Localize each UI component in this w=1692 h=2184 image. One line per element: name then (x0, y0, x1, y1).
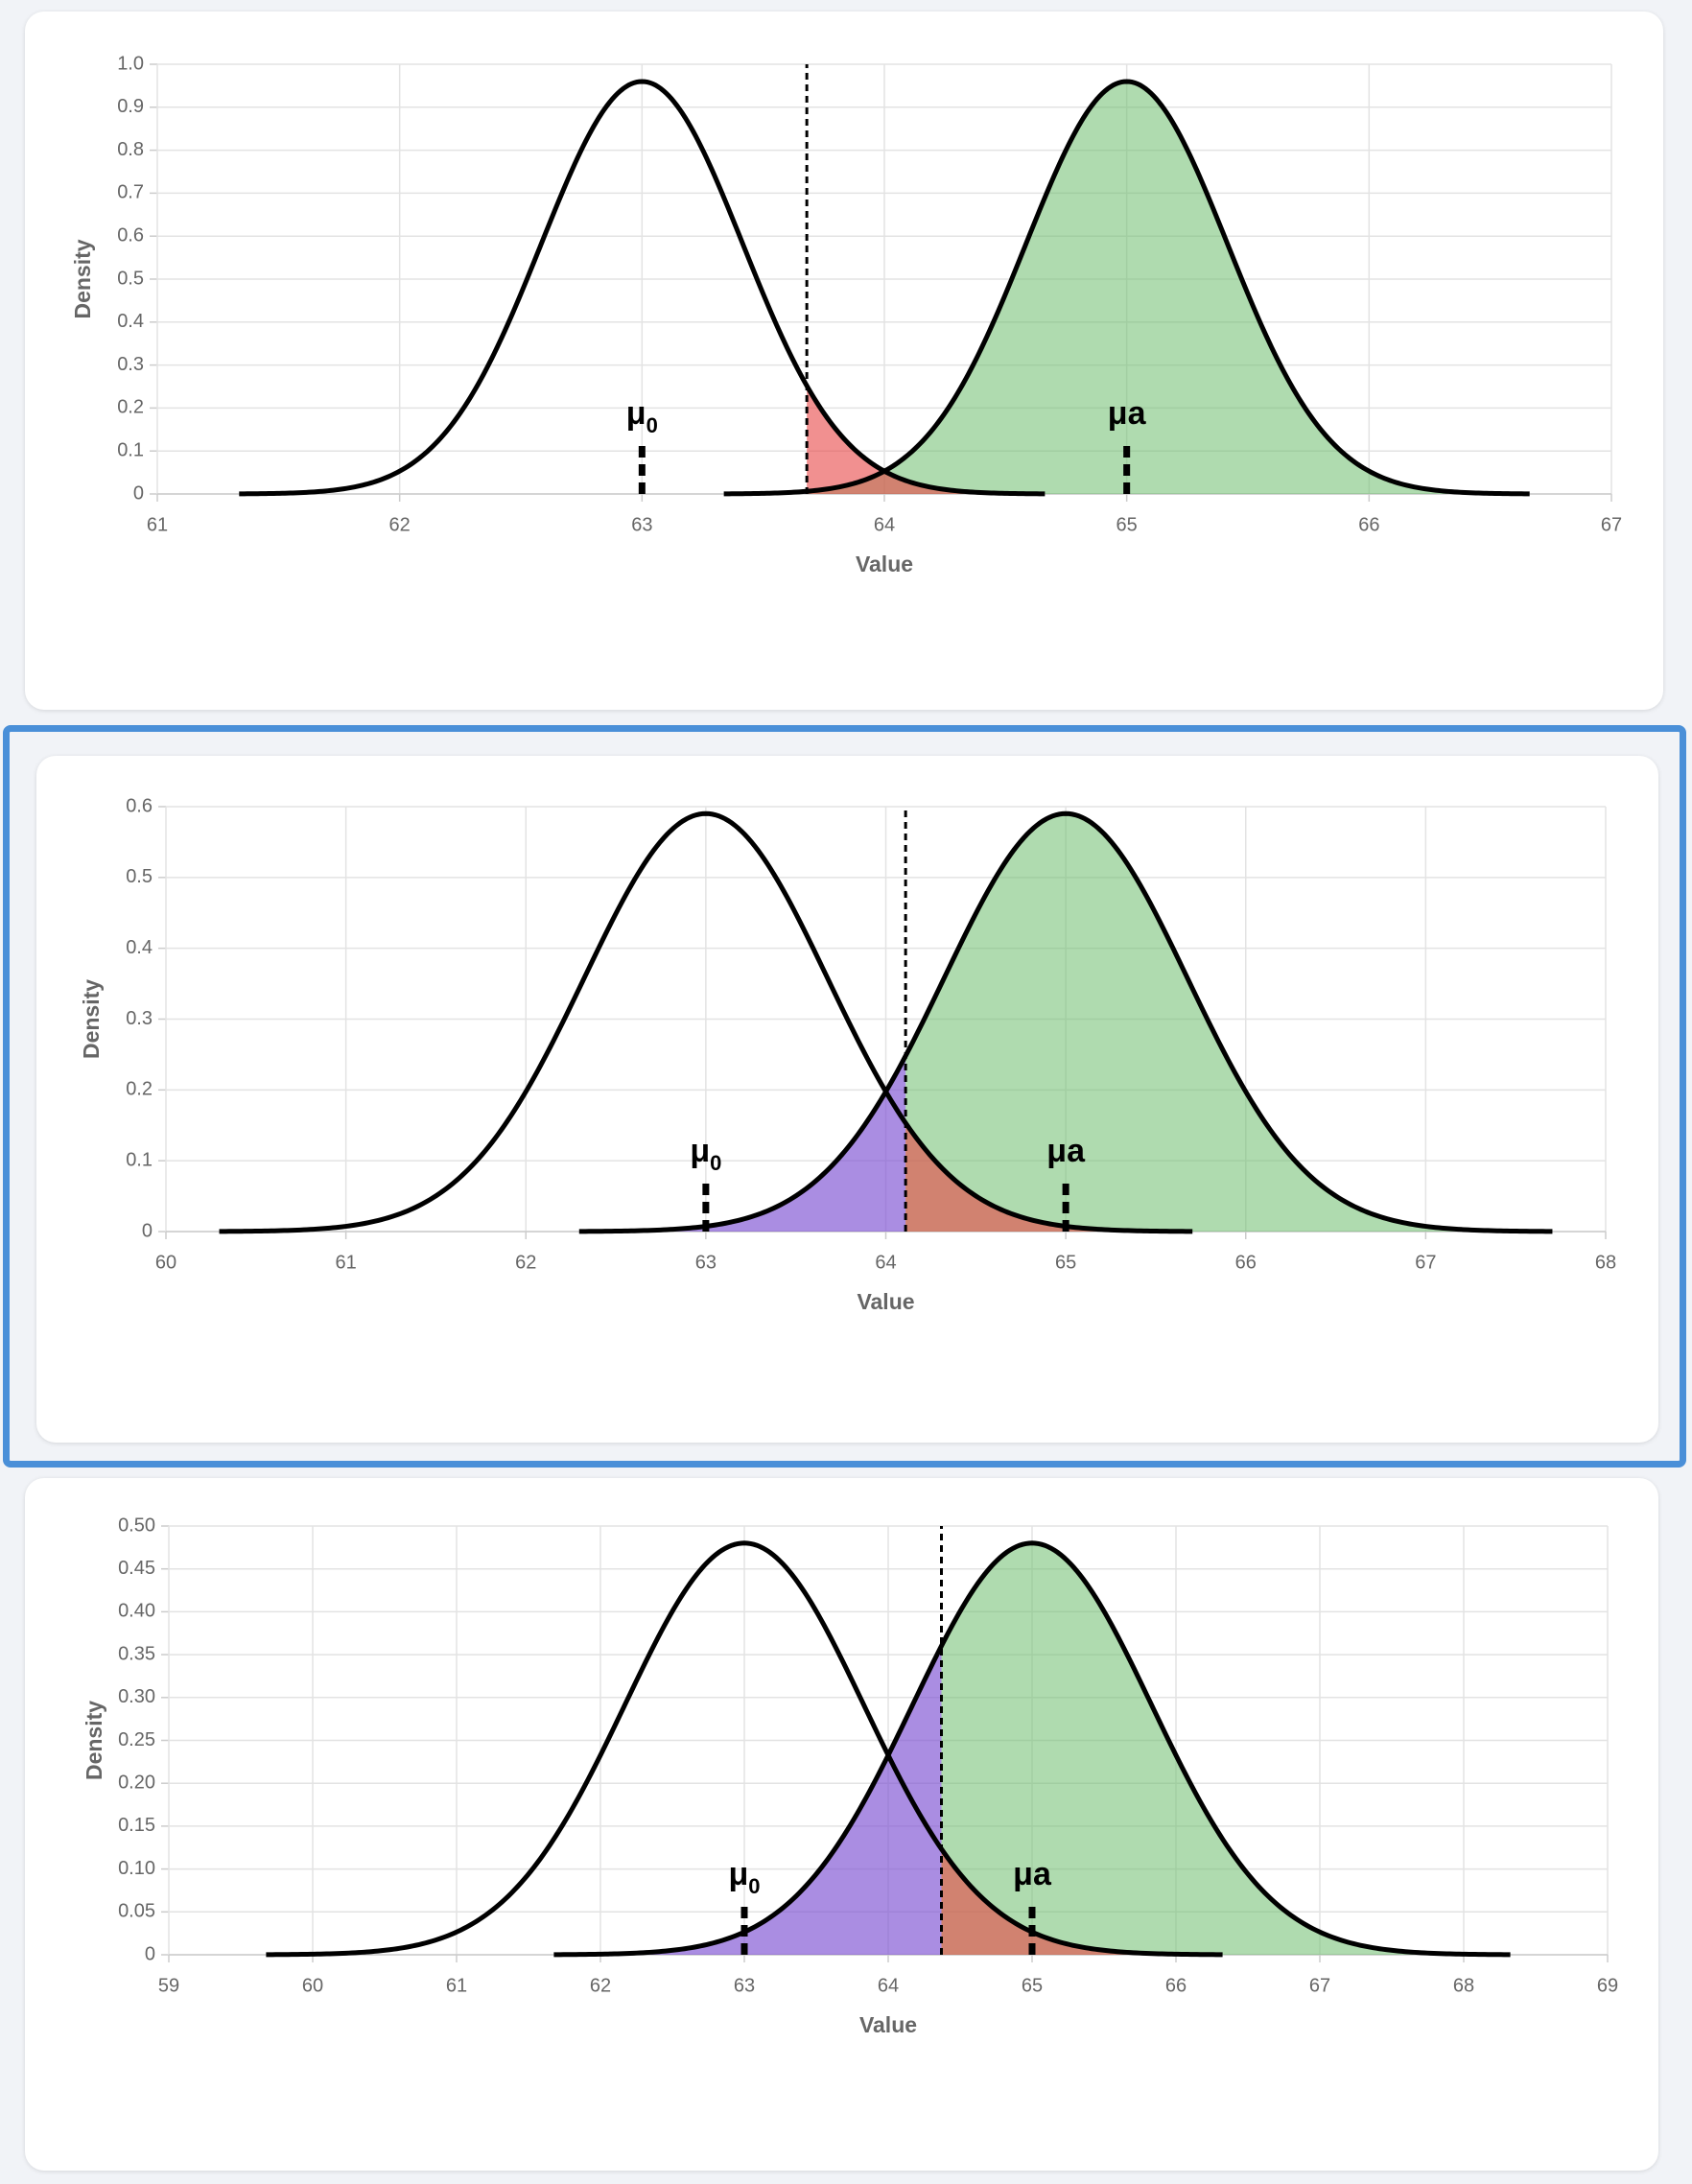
x-tick-label: 67 (1601, 514, 1622, 535)
x-tick-label: 69 (1597, 1975, 1618, 1996)
mean-label: μa (1046, 1133, 1086, 1169)
power-area (807, 82, 1530, 494)
density-curve (553, 1540, 1511, 1958)
y-axis-title: Density (79, 979, 104, 1059)
y-tick-label: 0.30 (118, 1686, 155, 1707)
x-tick-label: 62 (389, 514, 411, 535)
density-curve (266, 1540, 1223, 1958)
y-tick-label: 0 (133, 482, 144, 504)
selection-frame (3, 725, 1686, 1468)
beta-area (553, 1646, 942, 1955)
x-axis-title: Value (859, 2012, 917, 2037)
x-tick-label: 61 (336, 1252, 357, 1273)
y-tick-label: 0.4 (126, 937, 153, 958)
mean-label: μa (1108, 395, 1147, 432)
density-curve (723, 79, 1530, 497)
y-tick-label: 0.2 (117, 397, 144, 418)
y-tick-label: 0.05 (118, 1901, 155, 1922)
y-tick-label: 0.8 (117, 139, 144, 160)
x-tick-label: 61 (147, 514, 168, 535)
x-tick-label: 65 (1055, 1252, 1076, 1273)
y-tick-label: 0.3 (126, 1008, 153, 1029)
y-tick-label: 0.20 (118, 1772, 155, 1793)
mean-subscript: 0 (710, 1151, 721, 1175)
x-axis-title: Value (857, 1289, 914, 1314)
y-tick-label: 0.2 (126, 1079, 153, 1100)
x-tick-label: 63 (631, 514, 652, 535)
x-tick-label: 65 (1022, 1975, 1043, 1996)
y-tick-label: 0.3 (117, 354, 144, 375)
x-tick-label: 64 (874, 514, 895, 535)
x-tick-label: 68 (1595, 1252, 1616, 1273)
x-tick-label: 64 (878, 1975, 899, 1996)
y-tick-label: 0.15 (118, 1815, 155, 1836)
mean-symbol: μa (1046, 1133, 1086, 1169)
mean-label: μ0 (690, 1133, 721, 1175)
mean-symbol: μ (626, 395, 646, 432)
chart-card (25, 1478, 1658, 2171)
chart-card (25, 12, 1663, 710)
x-tick-label: 59 (158, 1975, 179, 1996)
y-tick-label: 1.0 (117, 53, 144, 74)
density-curve (578, 810, 1553, 1234)
power-area (905, 813, 1553, 1232)
mean-label: μ0 (728, 1856, 760, 1898)
y-tick-label: 0.7 (117, 182, 144, 203)
y-tick-label: 0.9 (117, 96, 144, 117)
y-axis-title: Density (82, 1701, 106, 1780)
power-area (941, 1542, 1511, 1955)
alpha-area (905, 1122, 1193, 1232)
x-tick-label: 66 (1235, 1252, 1257, 1273)
y-tick-label: 0.25 (118, 1729, 155, 1750)
mean-label: μa (1013, 1856, 1052, 1892)
y-tick-label: 0.4 (117, 311, 144, 332)
y-tick-label: 0.40 (118, 1601, 155, 1622)
y-tick-label: 0.35 (118, 1643, 155, 1664)
y-tick-label: 0.45 (118, 1558, 155, 1579)
mean-symbol: μa (1013, 1856, 1052, 1892)
y-tick-label: 0.1 (117, 439, 144, 460)
y-tick-label: 0.6 (126, 795, 153, 816)
y-tick-label: 0 (145, 1943, 155, 1964)
beta-area (578, 1055, 906, 1232)
x-tick-label: 64 (875, 1252, 896, 1273)
x-axis-title: Value (856, 552, 913, 576)
x-tick-label: 62 (590, 1975, 611, 1996)
x-tick-label: 68 (1453, 1975, 1474, 1996)
x-tick-label: 63 (734, 1975, 755, 1996)
y-tick-label: 0.6 (117, 224, 144, 246)
y-tick-label: 0.1 (126, 1149, 153, 1170)
y-tick-label: 0.5 (126, 866, 153, 887)
y-tick-label: 0.50 (118, 1515, 155, 1536)
x-tick-label: 66 (1165, 1975, 1187, 1996)
x-tick-label: 62 (515, 1252, 536, 1273)
mean-symbol: μ (728, 1856, 748, 1892)
density-curve (219, 810, 1193, 1234)
mean-subscript: 0 (748, 1874, 760, 1898)
x-tick-label: 65 (1116, 514, 1138, 535)
x-tick-label: 60 (302, 1975, 323, 1996)
mean-label: μ0 (626, 395, 658, 437)
mean-subscript: 0 (646, 413, 658, 437)
y-tick-label: 0.10 (118, 1858, 155, 1879)
density-curve (239, 79, 1046, 497)
x-tick-label: 67 (1415, 1252, 1436, 1273)
y-tick-label: 0.5 (117, 268, 144, 289)
chart-card (36, 756, 1658, 1443)
x-tick-label: 66 (1358, 514, 1379, 535)
y-axis-title: Density (70, 239, 95, 318)
alpha-area (941, 1848, 1223, 1955)
x-tick-label: 61 (446, 1975, 467, 1996)
mean-symbol: μ (690, 1133, 710, 1169)
x-tick-label: 63 (695, 1252, 717, 1273)
alpha-area (807, 386, 1046, 494)
x-tick-label: 60 (155, 1252, 176, 1273)
x-tick-label: 67 (1309, 1975, 1330, 1996)
y-tick-label: 0 (142, 1220, 153, 1241)
mean-symbol: μa (1108, 395, 1147, 432)
